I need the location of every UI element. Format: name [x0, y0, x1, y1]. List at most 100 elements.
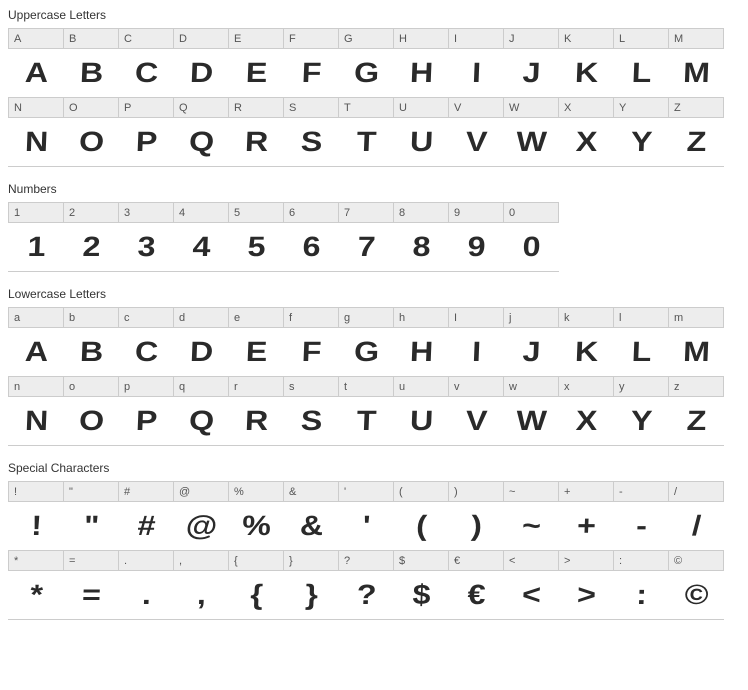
glyph-cell: JJ: [503, 28, 559, 98]
cell-label: >: [559, 551, 613, 571]
glyph-cell: gg: [338, 307, 394, 377]
glyph-cell: ??: [338, 550, 394, 620]
cell-label: t: [339, 377, 393, 397]
cell-label: &: [284, 482, 338, 502]
glyph-cell: @@: [173, 481, 229, 551]
cell-label: +: [559, 482, 613, 502]
cell-label: 9: [449, 203, 503, 223]
cell-label: v: [449, 377, 503, 397]
cell-label: !: [9, 482, 63, 502]
glyph-cell: VV: [448, 97, 504, 167]
cell-label: X: [559, 98, 613, 118]
glyph-cell: UU: [393, 97, 449, 167]
glyph-grid: !!""##@@%%&&''(())~~++--//**==..,,{{}}??…: [8, 481, 740, 619]
glyph-cell: 99: [448, 202, 504, 272]
cell-label: Z: [669, 98, 723, 118]
cell-label: R: [229, 98, 283, 118]
cell-label: $: [394, 551, 448, 571]
cell-label: p: [119, 377, 173, 397]
glyph-cell: zz: [668, 376, 724, 446]
glyph-cell: ,,: [173, 550, 229, 620]
cell-label: W: [504, 98, 558, 118]
cell-label: .: [119, 551, 173, 571]
cell-label: {: [229, 551, 283, 571]
glyph-cell: XX: [558, 97, 614, 167]
glyph-cell: NN: [8, 97, 64, 167]
cell-label: H: [394, 29, 448, 49]
cell-label: A: [9, 29, 63, 49]
cell-label: G: [339, 29, 393, 49]
glyph-cell: EE: [228, 28, 284, 98]
cell-label: w: [504, 377, 558, 397]
cell-label: V: [449, 98, 503, 118]
glyph-cell: nn: [8, 376, 64, 446]
cell-label: f: [284, 308, 338, 328]
cell-label: a: [9, 308, 63, 328]
cell-label: %: [229, 482, 283, 502]
cell-label: #: [119, 482, 173, 502]
cell-label: ,: [174, 551, 228, 571]
glyph-cell: 44: [173, 202, 229, 272]
cell-label: n: [9, 377, 63, 397]
glyph-cell: BB: [63, 28, 119, 98]
glyph-cell: **: [8, 550, 64, 620]
glyph-cell: MM: [668, 28, 724, 98]
glyph-cell: 66: [283, 202, 339, 272]
cell-label: }: [284, 551, 338, 571]
glyph-cell: ~~: [503, 481, 559, 551]
glyph-grid: AABBCCDDEEFFGGHHIIJJKKLLMMNNOOPPQQRRSSTT…: [8, 28, 740, 166]
glyph-cell: ::: [613, 550, 669, 620]
glyph-cell: 77: [338, 202, 394, 272]
cell-label: K: [559, 29, 613, 49]
cell-label: €: [449, 551, 503, 571]
cell-label: P: [119, 98, 173, 118]
section-3: Special Characters!!""##@@%%&&''(())~~++…: [8, 461, 740, 619]
glyph-cell: uu: [393, 376, 449, 446]
glyph-cell: ((: [393, 481, 449, 551]
glyph-cell: OO: [63, 97, 119, 167]
cell-label: y: [614, 377, 668, 397]
glyph-cell: ll: [613, 307, 669, 377]
cell-label: U: [394, 98, 448, 118]
cell-label: l: [614, 308, 668, 328]
cell-label: u: [394, 377, 448, 397]
glyph-cell: pp: [118, 376, 174, 446]
cell-label: d: [174, 308, 228, 328]
cell-label: 2: [64, 203, 118, 223]
glyph-cell: yy: [613, 376, 669, 446]
cell-label: /: [669, 482, 723, 502]
glyph-cell: 11: [8, 202, 64, 272]
glyph-cell: --: [613, 481, 669, 551]
cell-glyph: z: [664, 397, 728, 445]
cell-label: B: [64, 29, 118, 49]
glyph-cell: ww: [503, 376, 559, 446]
glyph-cell: &&: [283, 481, 339, 551]
cell-label: x: [559, 377, 613, 397]
glyph-cell: {{: [228, 550, 284, 620]
cell-label: M: [669, 29, 723, 49]
glyph-cell: >>: [558, 550, 614, 620]
cell-label: g: [339, 308, 393, 328]
cell-glyph: M: [664, 49, 728, 97]
glyph-cell: FF: [283, 28, 339, 98]
glyph-cell: 00: [503, 202, 559, 272]
cell-label: S: [284, 98, 338, 118]
cell-label: 8: [394, 203, 448, 223]
glyph-cell: HH: [393, 28, 449, 98]
glyph-cell: ss: [283, 376, 339, 446]
section-2: Lowercase LettersaabbccddeeffgghhIIjjkkl…: [8, 287, 740, 445]
glyph-cell: qq: [173, 376, 229, 446]
cell-label: ?: [339, 551, 393, 571]
glyph-cell: kk: [558, 307, 614, 377]
glyph-cell: DD: [173, 28, 229, 98]
cell-label: z: [669, 377, 723, 397]
cell-label: :: [614, 551, 668, 571]
glyph-cell: cc: [118, 307, 174, 377]
cell-label: o: [64, 377, 118, 397]
glyph-cell: RR: [228, 97, 284, 167]
cell-label: k: [559, 308, 613, 328]
cell-label: =: [64, 551, 118, 571]
section-1: Numbers11223344556677889900: [8, 182, 740, 271]
cell-label: c: [119, 308, 173, 328]
glyph-cell: dd: [173, 307, 229, 377]
